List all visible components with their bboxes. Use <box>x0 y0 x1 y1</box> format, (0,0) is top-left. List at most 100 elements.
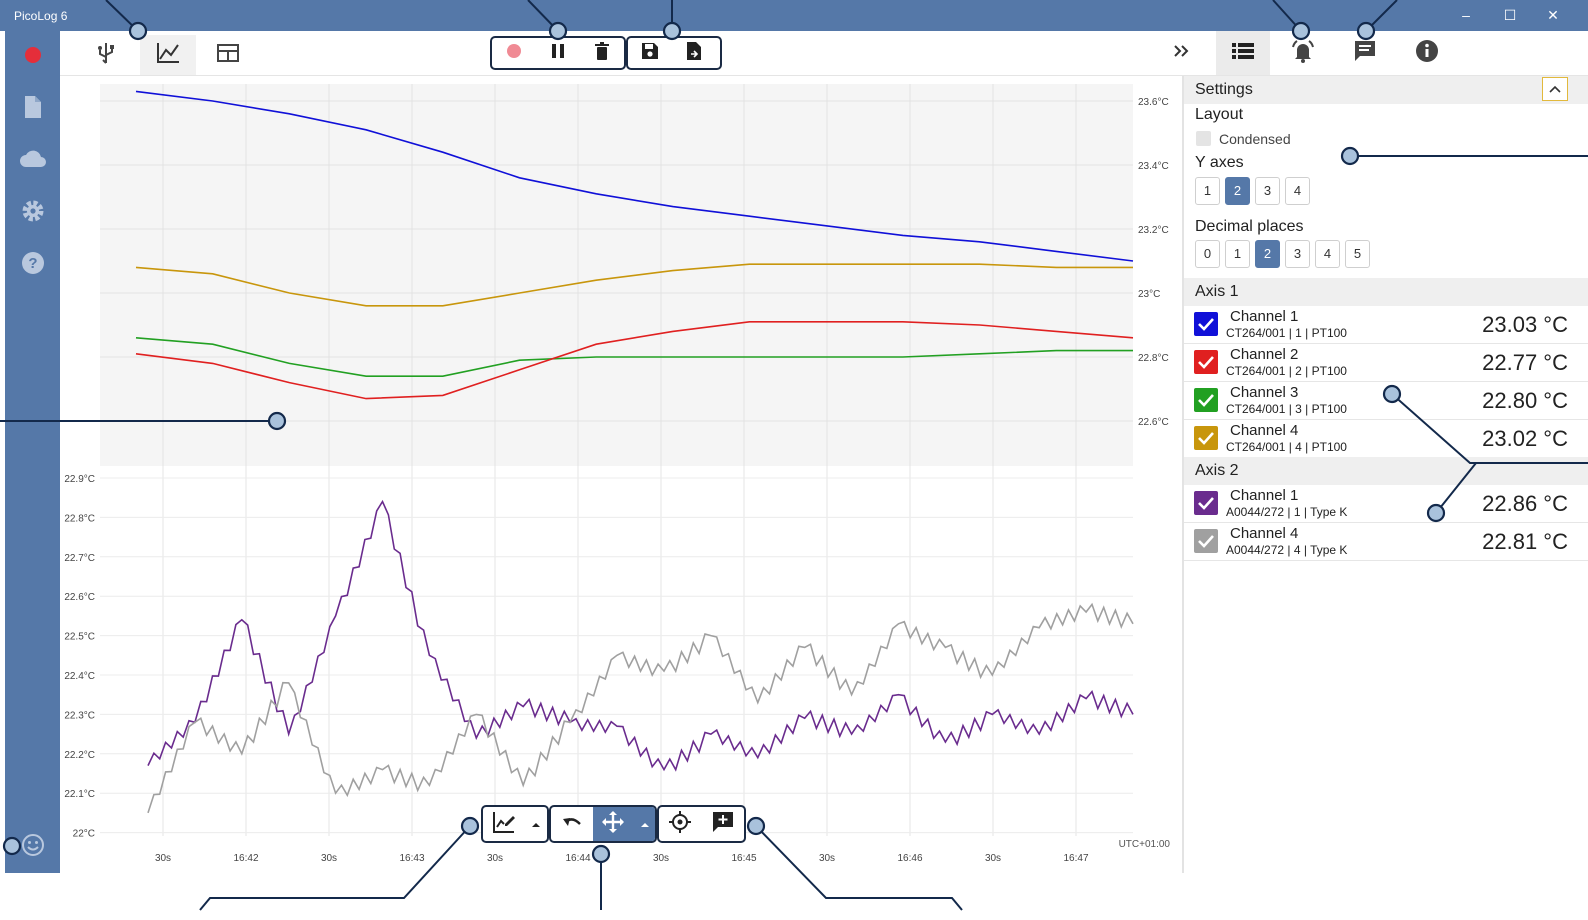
x-tick-label: 30s <box>155 853 171 864</box>
layout-label: Layout <box>1195 106 1244 123</box>
lower-y-tick-label: 22.6°C <box>64 592 95 603</box>
upper-y-tick-label: 23.4°C <box>1138 161 1169 172</box>
x-tick-label: 30s <box>819 853 835 864</box>
capture-controls <box>490 36 626 70</box>
channel-checkbox[interactable] <box>1194 312 1218 336</box>
comment-icon <box>1353 39 1377 68</box>
save-button[interactable] <box>628 38 672 68</box>
collapse-settings-button[interactable] <box>1542 77 1568 101</box>
pause-button[interactable] <box>536 38 580 68</box>
record-icon[interactable] <box>19 41 47 69</box>
y-axes-option-3[interactable]: 3 <box>1255 177 1280 205</box>
channel-row[interactable]: Channel 3 CT264/001 | 3 | PT100 22.80 °C <box>1184 382 1588 420</box>
lower-y-tick-label: 22°C <box>73 829 95 840</box>
table-icon <box>217 43 239 68</box>
main-toolbar <box>60 31 1588 76</box>
decimal-option-5[interactable]: 5 <box>1345 240 1370 268</box>
channel-checkbox[interactable] <box>1194 426 1218 450</box>
channel-row[interactable]: Channel 2 CT264/001 | 2 | PT100 22.77 °C <box>1184 344 1588 382</box>
channel-details: CT264/001 | 2 | PT100 <box>1226 364 1347 378</box>
delete-button[interactable] <box>580 38 624 68</box>
y-axes-option-4[interactable]: 4 <box>1285 177 1310 205</box>
channel-value: 23.03 °C <box>1482 312 1568 337</box>
y-axes-option-1[interactable]: 1 <box>1195 177 1220 205</box>
minimize-button[interactable]: – <box>1462 7 1470 23</box>
channel-list-button[interactable] <box>1216 31 1270 75</box>
alarm-bell-icon <box>1290 38 1316 69</box>
double-chevron-right-icon <box>1173 44 1189 63</box>
channel-row[interactable]: Channel 1 A0044/272 | 1 | Type K 22.86 °… <box>1184 485 1588 523</box>
x-tick-label: 30s <box>321 853 337 864</box>
tab-graph[interactable] <box>140 35 196 75</box>
crosshair-icon <box>669 810 692 838</box>
decimal-option-1[interactable]: 1 <box>1225 240 1250 268</box>
annotation-tool-group <box>481 805 549 843</box>
record-button[interactable] <box>492 38 536 68</box>
sidebar: ? <box>5 31 60 873</box>
annotation-dropdown-button[interactable] <box>526 807 547 841</box>
maximize-button[interactable]: ☐ <box>1503 7 1517 23</box>
lower-y-tick-label: 22.8°C <box>64 513 95 524</box>
series-line <box>147 602 1134 814</box>
pan-tool-button[interactable] <box>592 807 635 841</box>
graph-canvas[interactable]: 30s 16:42 30s 16:43 30s 16:44 30s 16:45 30s 16:46… <box>60 76 1180 873</box>
list-icon <box>1232 42 1254 65</box>
undo-zoom-button[interactable] <box>551 807 593 841</box>
collapse-panel-button[interactable] <box>1154 31 1208 75</box>
channel-checkbox[interactable] <box>1194 350 1218 374</box>
channel-checkbox[interactable] <box>1194 529 1218 553</box>
decimal-option-4[interactable]: 4 <box>1315 240 1340 268</box>
condensed-checkbox[interactable] <box>1196 131 1211 146</box>
file-controls <box>626 36 722 70</box>
info-icon <box>1415 39 1439 68</box>
x-tick-label: 16:47 <box>1063 853 1088 864</box>
add-comment-icon <box>712 811 734 838</box>
cloud-icon[interactable] <box>19 145 47 173</box>
add-note-button[interactable] <box>702 807 745 841</box>
channel-value: 22.81 °C <box>1482 529 1568 554</box>
decimal-option-3[interactable]: 3 <box>1285 240 1310 268</box>
decimal-places-label: Decimal places <box>1195 218 1304 235</box>
ruler-crosshair-button[interactable] <box>659 807 702 841</box>
y-axes-option-2[interactable]: 2 <box>1225 177 1250 205</box>
channel-details: A0044/272 | 1 | Type K <box>1226 505 1348 519</box>
window-title: PicoLog 6 <box>14 9 68 23</box>
series-line <box>135 90 1134 262</box>
alarms-button[interactable] <box>1276 31 1330 75</box>
lower-y-tick-label: 22.4°C <box>64 671 95 682</box>
condensed-label: Condensed <box>1219 131 1291 147</box>
channel-checkbox[interactable] <box>1194 388 1218 412</box>
channel-row[interactable]: Channel 4 A0044/272 | 4 | Type K 22.81 °… <box>1184 523 1588 561</box>
svg-text:?: ? <box>28 255 37 272</box>
tab-devices[interactable] <box>78 35 134 75</box>
lower-y-tick-label: 22.2°C <box>64 750 95 761</box>
channel-value: 22.77 °C <box>1482 350 1568 375</box>
pan-tool-dropdown[interactable] <box>634 807 655 841</box>
channel-row[interactable]: Channel 1 CT264/001 | 1 | PT100 23.03 °C <box>1184 306 1588 344</box>
lower-y-tick-label: 22.3°C <box>64 710 95 721</box>
export-file-icon <box>686 41 702 66</box>
graph-area[interactable]: 30s 16:42 30s 16:43 30s 16:44 30s 16:45 30s 16:46… <box>60 76 1180 873</box>
smiley-icon[interactable] <box>19 831 47 859</box>
settings-gear-icon[interactable] <box>19 197 47 225</box>
series-line <box>135 263 1133 307</box>
x-tick-label: 30s <box>985 853 1001 864</box>
decimal-option-2[interactable]: 2 <box>1255 240 1280 268</box>
help-icon[interactable]: ? <box>19 249 47 277</box>
lower-y-tick-label: 22.1°C <box>64 789 95 800</box>
x-tick-label: 16:46 <box>897 853 922 864</box>
series-line <box>135 321 1134 400</box>
decimal-option-0[interactable]: 0 <box>1195 240 1220 268</box>
close-button[interactable]: ✕ <box>1547 7 1559 23</box>
info-button[interactable] <box>1400 31 1454 75</box>
tab-table[interactable] <box>200 35 256 75</box>
chevron-up-icon <box>1549 80 1561 98</box>
draw-annotation-button[interactable] <box>483 807 526 841</box>
file-icon[interactable] <box>19 93 47 121</box>
export-button[interactable] <box>672 38 716 68</box>
notes-button[interactable] <box>1338 31 1392 75</box>
channel-checkbox[interactable] <box>1194 491 1218 515</box>
timezone-label: UTC+01:00 <box>1119 839 1171 850</box>
channel-name: Channel 2 <box>1230 346 1299 363</box>
channel-row[interactable]: Channel 4 CT264/001 | 4 | PT100 23.02 °C <box>1184 420 1588 458</box>
